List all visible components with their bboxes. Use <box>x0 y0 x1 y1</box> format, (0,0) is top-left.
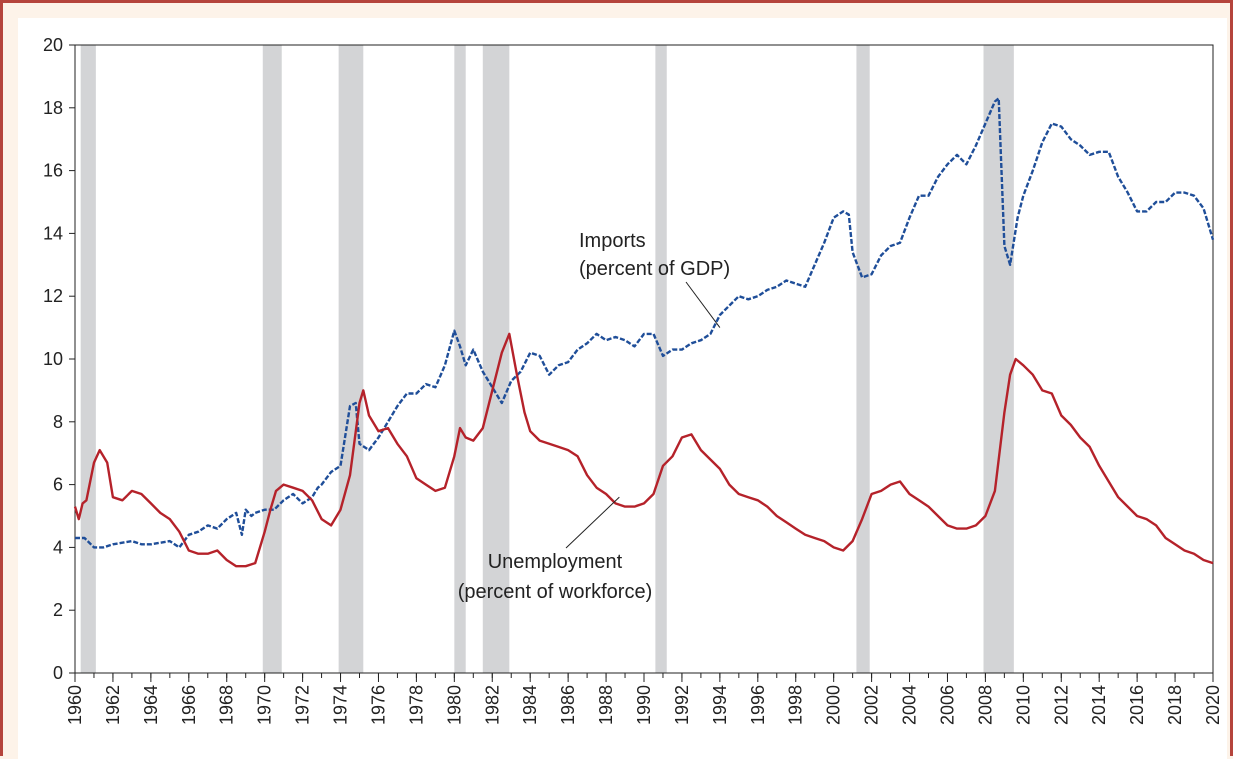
x-tick-label-2016: 2016 <box>1127 685 1147 725</box>
imports-unemployment-chart: 0 2 4 6 8 10 12 14 16 18 20 1960 1962 1964 1966 1968 197… <box>43 35 1223 725</box>
x-tick-label-1994: 1994 <box>710 685 730 725</box>
y-tick-label-6: 6 <box>53 475 63 495</box>
y-tick-label-12: 12 <box>43 286 63 306</box>
imports-annotation-subtitle: (percent of GDP) <box>579 258 730 280</box>
recession-bar-3 <box>454 45 466 673</box>
unemployment-annotation-subtitle: (percent of workforce) <box>458 581 653 603</box>
x-tick-label-2014: 2014 <box>1089 685 1109 725</box>
x-tick-label-1996: 1996 <box>748 685 768 725</box>
x-tick-label-1992: 1992 <box>672 685 692 725</box>
x-tick-label-1960: 1960 <box>65 685 85 725</box>
x-tick-label-1964: 1964 <box>141 685 161 725</box>
plot-border <box>74 44 1214 674</box>
x-tick-label-1988: 1988 <box>596 685 616 725</box>
x-tick-label-1984: 1984 <box>520 685 540 725</box>
recession-bar-4 <box>482 45 510 673</box>
y-tick-label-8: 8 <box>53 412 63 432</box>
x-tick-label-2018: 2018 <box>1165 685 1185 725</box>
annotations: Imports (percent of GDP) Unemployment (perc… <box>458 230 730 603</box>
series <box>73 97 1215 568</box>
chart-panel: 0 2 4 6 8 10 12 14 16 18 20 1960 1962 1964 1966 1968 197… <box>18 18 1227 759</box>
x-tick-label-1974: 1974 <box>331 685 351 725</box>
x-tick-label-1970: 1970 <box>255 685 275 725</box>
x-tick-label-1962: 1962 <box>103 685 123 725</box>
x-tick-label-1982: 1982 <box>482 685 502 725</box>
series-line-unemployment <box>73 332 1214 568</box>
y-tick-label-4: 4 <box>53 537 63 557</box>
y-tick-label-20: 20 <box>43 35 63 55</box>
x-tick-label-2008: 2008 <box>975 685 995 725</box>
recession-bar-0 <box>80 45 96 673</box>
x-tick-label-2020: 2020 <box>1203 685 1223 725</box>
recession-bar-5 <box>655 45 667 673</box>
recession-bar-7 <box>983 45 1014 673</box>
recession-bar-2 <box>338 45 364 673</box>
x-tick-label-2010: 2010 <box>1013 685 1033 725</box>
axes: 0 2 4 6 8 10 12 14 16 18 20 1960 1962 1964 1966 1968 197… <box>43 35 1223 725</box>
x-tick-label-2002: 2002 <box>862 685 882 725</box>
recession-bar-6 <box>856 45 870 673</box>
x-tick-label-1966: 1966 <box>179 685 199 725</box>
x-tick-label-2006: 2006 <box>937 685 957 725</box>
x-tick-label-2000: 2000 <box>824 685 844 725</box>
x-tick-label-1998: 1998 <box>786 685 806 725</box>
unemployment-annotation-title: Unemployment <box>488 551 623 573</box>
x-tick-label-1980: 1980 <box>444 685 464 725</box>
y-tick-label-18: 18 <box>43 98 63 118</box>
recession-shading <box>80 45 1014 673</box>
imports-annotation-title: Imports <box>579 230 646 252</box>
series-line-imports <box>75 97 1215 549</box>
x-tick-label-1972: 1972 <box>293 685 313 725</box>
y-tick-label-0: 0 <box>53 663 63 683</box>
x-tick-label-1986: 1986 <box>558 685 578 725</box>
unemployment-annotation-leader <box>565 496 620 549</box>
y-tick-label-10: 10 <box>43 349 63 369</box>
y-tick-label-14: 14 <box>43 223 63 243</box>
x-tick-label-1968: 1968 <box>217 685 237 725</box>
x-tick-label-2012: 2012 <box>1051 685 1071 725</box>
x-tick-label-1978: 1978 <box>406 685 426 725</box>
x-tick-label-1976: 1976 <box>368 685 388 725</box>
x-tick-label-2004: 2004 <box>900 685 920 725</box>
imports-annotation-leader <box>685 281 721 328</box>
y-tick-label-2: 2 <box>53 600 63 620</box>
x-tick-label-1990: 1990 <box>634 685 654 725</box>
recession-bar-1 <box>262 45 282 673</box>
y-tick-label-16: 16 <box>43 161 63 181</box>
